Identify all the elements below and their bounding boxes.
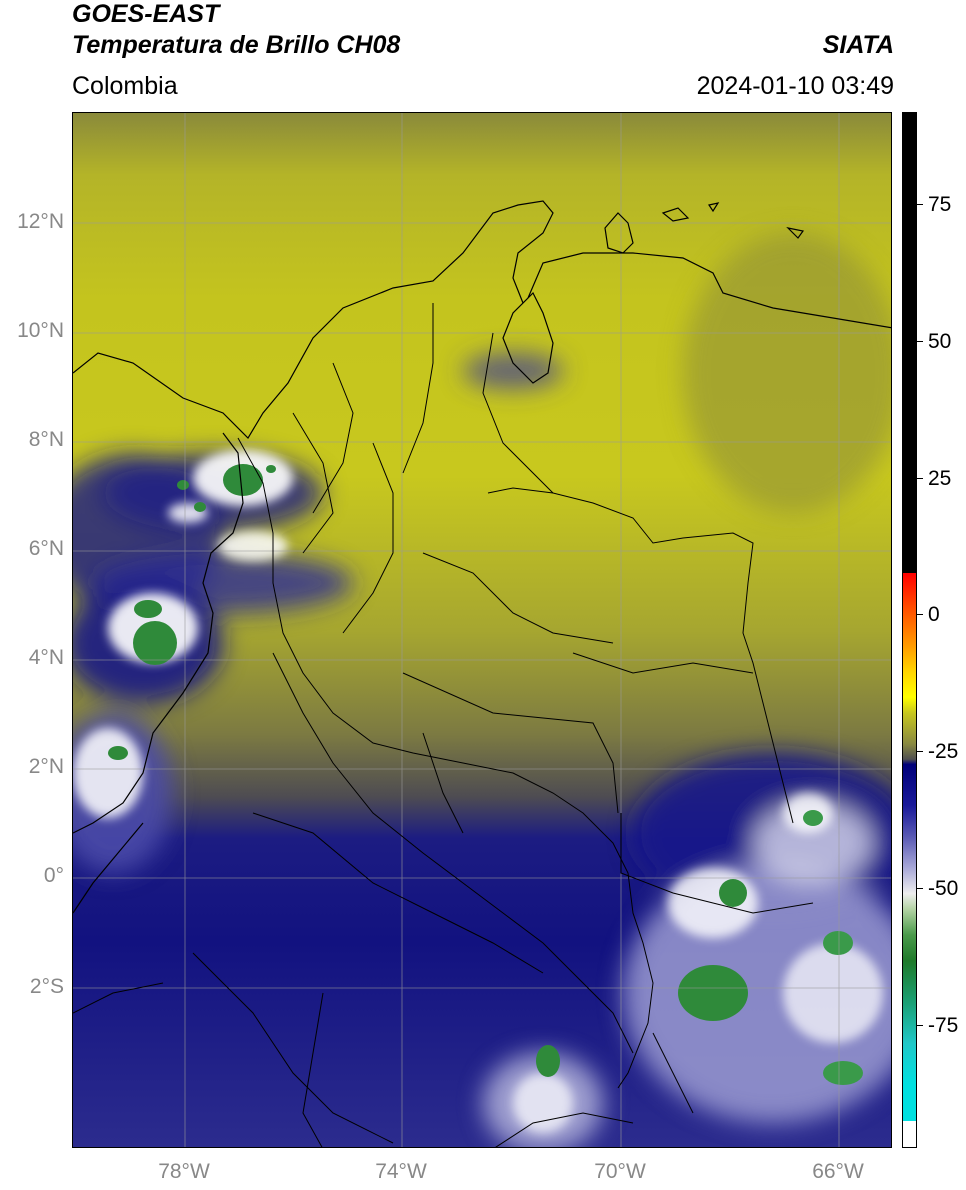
lat-label-10n: 10°N [17, 319, 64, 342]
colorbar-tick [917, 888, 923, 889]
brightness-temperature-map [73, 113, 891, 1147]
lat-label-6n: 6°N [28, 537, 64, 560]
colorbar-label-75: 75 [928, 193, 952, 216]
colorbar-tick [917, 204, 923, 205]
lat-label-2n: 2°N [28, 755, 64, 778]
colorbar-label-50: 50 [928, 330, 952, 353]
colorbar-label-0: 0 [928, 603, 940, 626]
colorbar-label-minus25: -25 [928, 740, 959, 763]
political-boundaries [73, 303, 814, 1147]
colorbar-label-minus50: -50 [928, 877, 959, 900]
lat-label-12n: 12°N [17, 210, 64, 233]
colorbar-label-25: 25 [928, 467, 952, 490]
lat-label-2s: 2°S [29, 975, 64, 998]
lat-label-0: 0° [43, 864, 64, 887]
lon-label-74w: 74°W [375, 1160, 427, 1183]
colorbar [902, 112, 917, 1148]
colorbar-tick [917, 341, 923, 342]
colorbar-label-minus75: -75 [928, 1014, 959, 1037]
datetime-label: 2024-01-10 03:49 [696, 72, 894, 100]
map-panel [72, 112, 892, 1148]
graticule [73, 113, 891, 1147]
lat-label-4n: 4°N [28, 646, 64, 669]
colorbar-tick [917, 614, 923, 615]
colorbar-tick [917, 1025, 923, 1026]
agency-label: SIATA [822, 31, 894, 59]
lat-label-8n: 8°N [28, 428, 64, 451]
lon-label-78w: 78°W [158, 1160, 210, 1183]
title-line-1: GOES-EAST [72, 0, 220, 28]
colorbar-tick [917, 751, 923, 752]
title-line-2: Temperatura de Brillo CH08 [72, 31, 401, 59]
colorbar-tick [917, 478, 923, 479]
very-cold-cores [108, 464, 863, 1085]
coastlines [73, 200, 891, 914]
lon-label-66w: 66°W [812, 1160, 864, 1183]
lon-label-70w: 70°W [594, 1160, 646, 1183]
region-label: Colombia [72, 72, 178, 100]
